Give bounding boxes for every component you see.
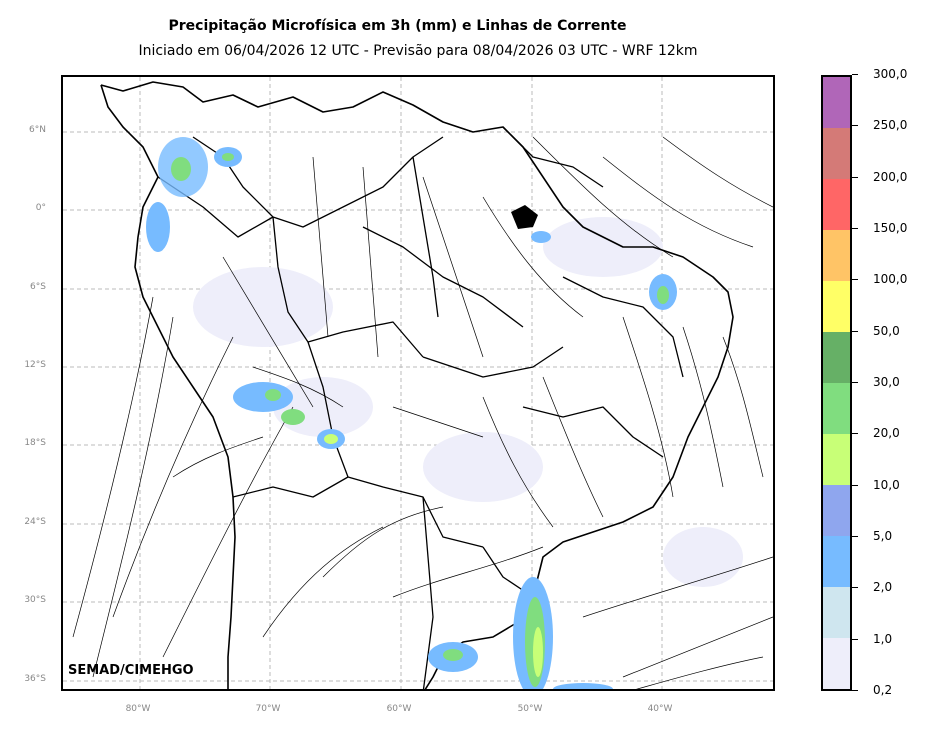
lon-label: 40°W [647, 704, 673, 714]
lat-label: 30°S [24, 595, 46, 605]
country-borders [157, 126, 684, 689]
colorbar-segment [823, 485, 850, 536]
colorbar-label: 20,0 [873, 426, 900, 441]
colorbar-tick [852, 279, 858, 281]
colorbar-label: 250,0 [873, 118, 908, 133]
map-subtitle: Iniciado em 06/04/2026 12 UTC - Previsão… [138, 43, 698, 59]
map-canvas [63, 77, 773, 689]
lat-label: 0° [35, 203, 46, 213]
lon-label: 70°W [255, 704, 281, 714]
colorbar-label: 50,0 [873, 323, 900, 338]
colorbar-label: 10,0 [873, 477, 900, 492]
credit-label: SEMAD/CIMEHGO [68, 663, 194, 678]
colorbar-segment [823, 281, 850, 332]
colorbar [821, 75, 852, 691]
colorbar-segment [823, 536, 850, 587]
colorbar-label: 100,0 [873, 272, 908, 287]
map-panel [61, 75, 775, 691]
colorbar-tick [852, 125, 858, 127]
colorbar-segment [823, 332, 850, 383]
lat-label: 6°S [30, 282, 46, 292]
marajo-island [511, 205, 538, 229]
colorbar-tick [852, 228, 858, 229]
colorbar-tick [852, 330, 858, 332]
colorbar-label: 2,0 [873, 580, 893, 595]
colorbar-tick [852, 484, 858, 486]
colorbar-tick [852, 690, 858, 691]
coastlines [100, 81, 734, 689]
colorbar-segment [823, 230, 850, 281]
colorbar-label: 150,0 [873, 221, 908, 235]
colorbar-segment [823, 434, 850, 485]
colorbar-label: 30,0 [873, 375, 900, 389]
colorbar-segment [823, 383, 850, 434]
lat-label: 24°S [24, 517, 46, 527]
colorbar-label: 1,0 [873, 631, 893, 646]
colorbar-tick [852, 382, 858, 383]
colorbar-tick [852, 587, 858, 589]
map-gridlines [63, 77, 773, 689]
colorbar-tick [852, 74, 858, 75]
streamlines [72, 136, 773, 689]
colorbar-tick [852, 638, 858, 640]
colorbar-label: 5,0 [873, 529, 893, 543]
colorbar-label: 0,2 [873, 683, 893, 697]
colorbar-segment [823, 179, 850, 230]
lon-label: 50°W [517, 704, 543, 714]
lat-label: 18°S [24, 438, 46, 448]
lon-label: 60°W [386, 704, 412, 714]
colorbar-tick [852, 176, 858, 178]
map-title: Precipitação Microfísica em 3h (mm) e Li… [168, 18, 627, 34]
colorbar-segment [823, 77, 850, 128]
lat-label: 6°N [29, 125, 46, 135]
colorbar-tick [852, 433, 858, 435]
lat-label: 12°S [24, 360, 46, 370]
colorbar-segment [823, 128, 850, 179]
colorbar-label: 300,0 [873, 67, 908, 81]
colorbar-label: 200,0 [873, 169, 908, 184]
lat-label: 36°S [24, 674, 46, 684]
heavy-precip-patches [146, 137, 677, 689]
colorbar-segment [823, 587, 850, 638]
colorbar-segment [823, 638, 850, 689]
colorbar-tick [852, 536, 858, 537]
lon-label: 80°W [125, 704, 151, 714]
